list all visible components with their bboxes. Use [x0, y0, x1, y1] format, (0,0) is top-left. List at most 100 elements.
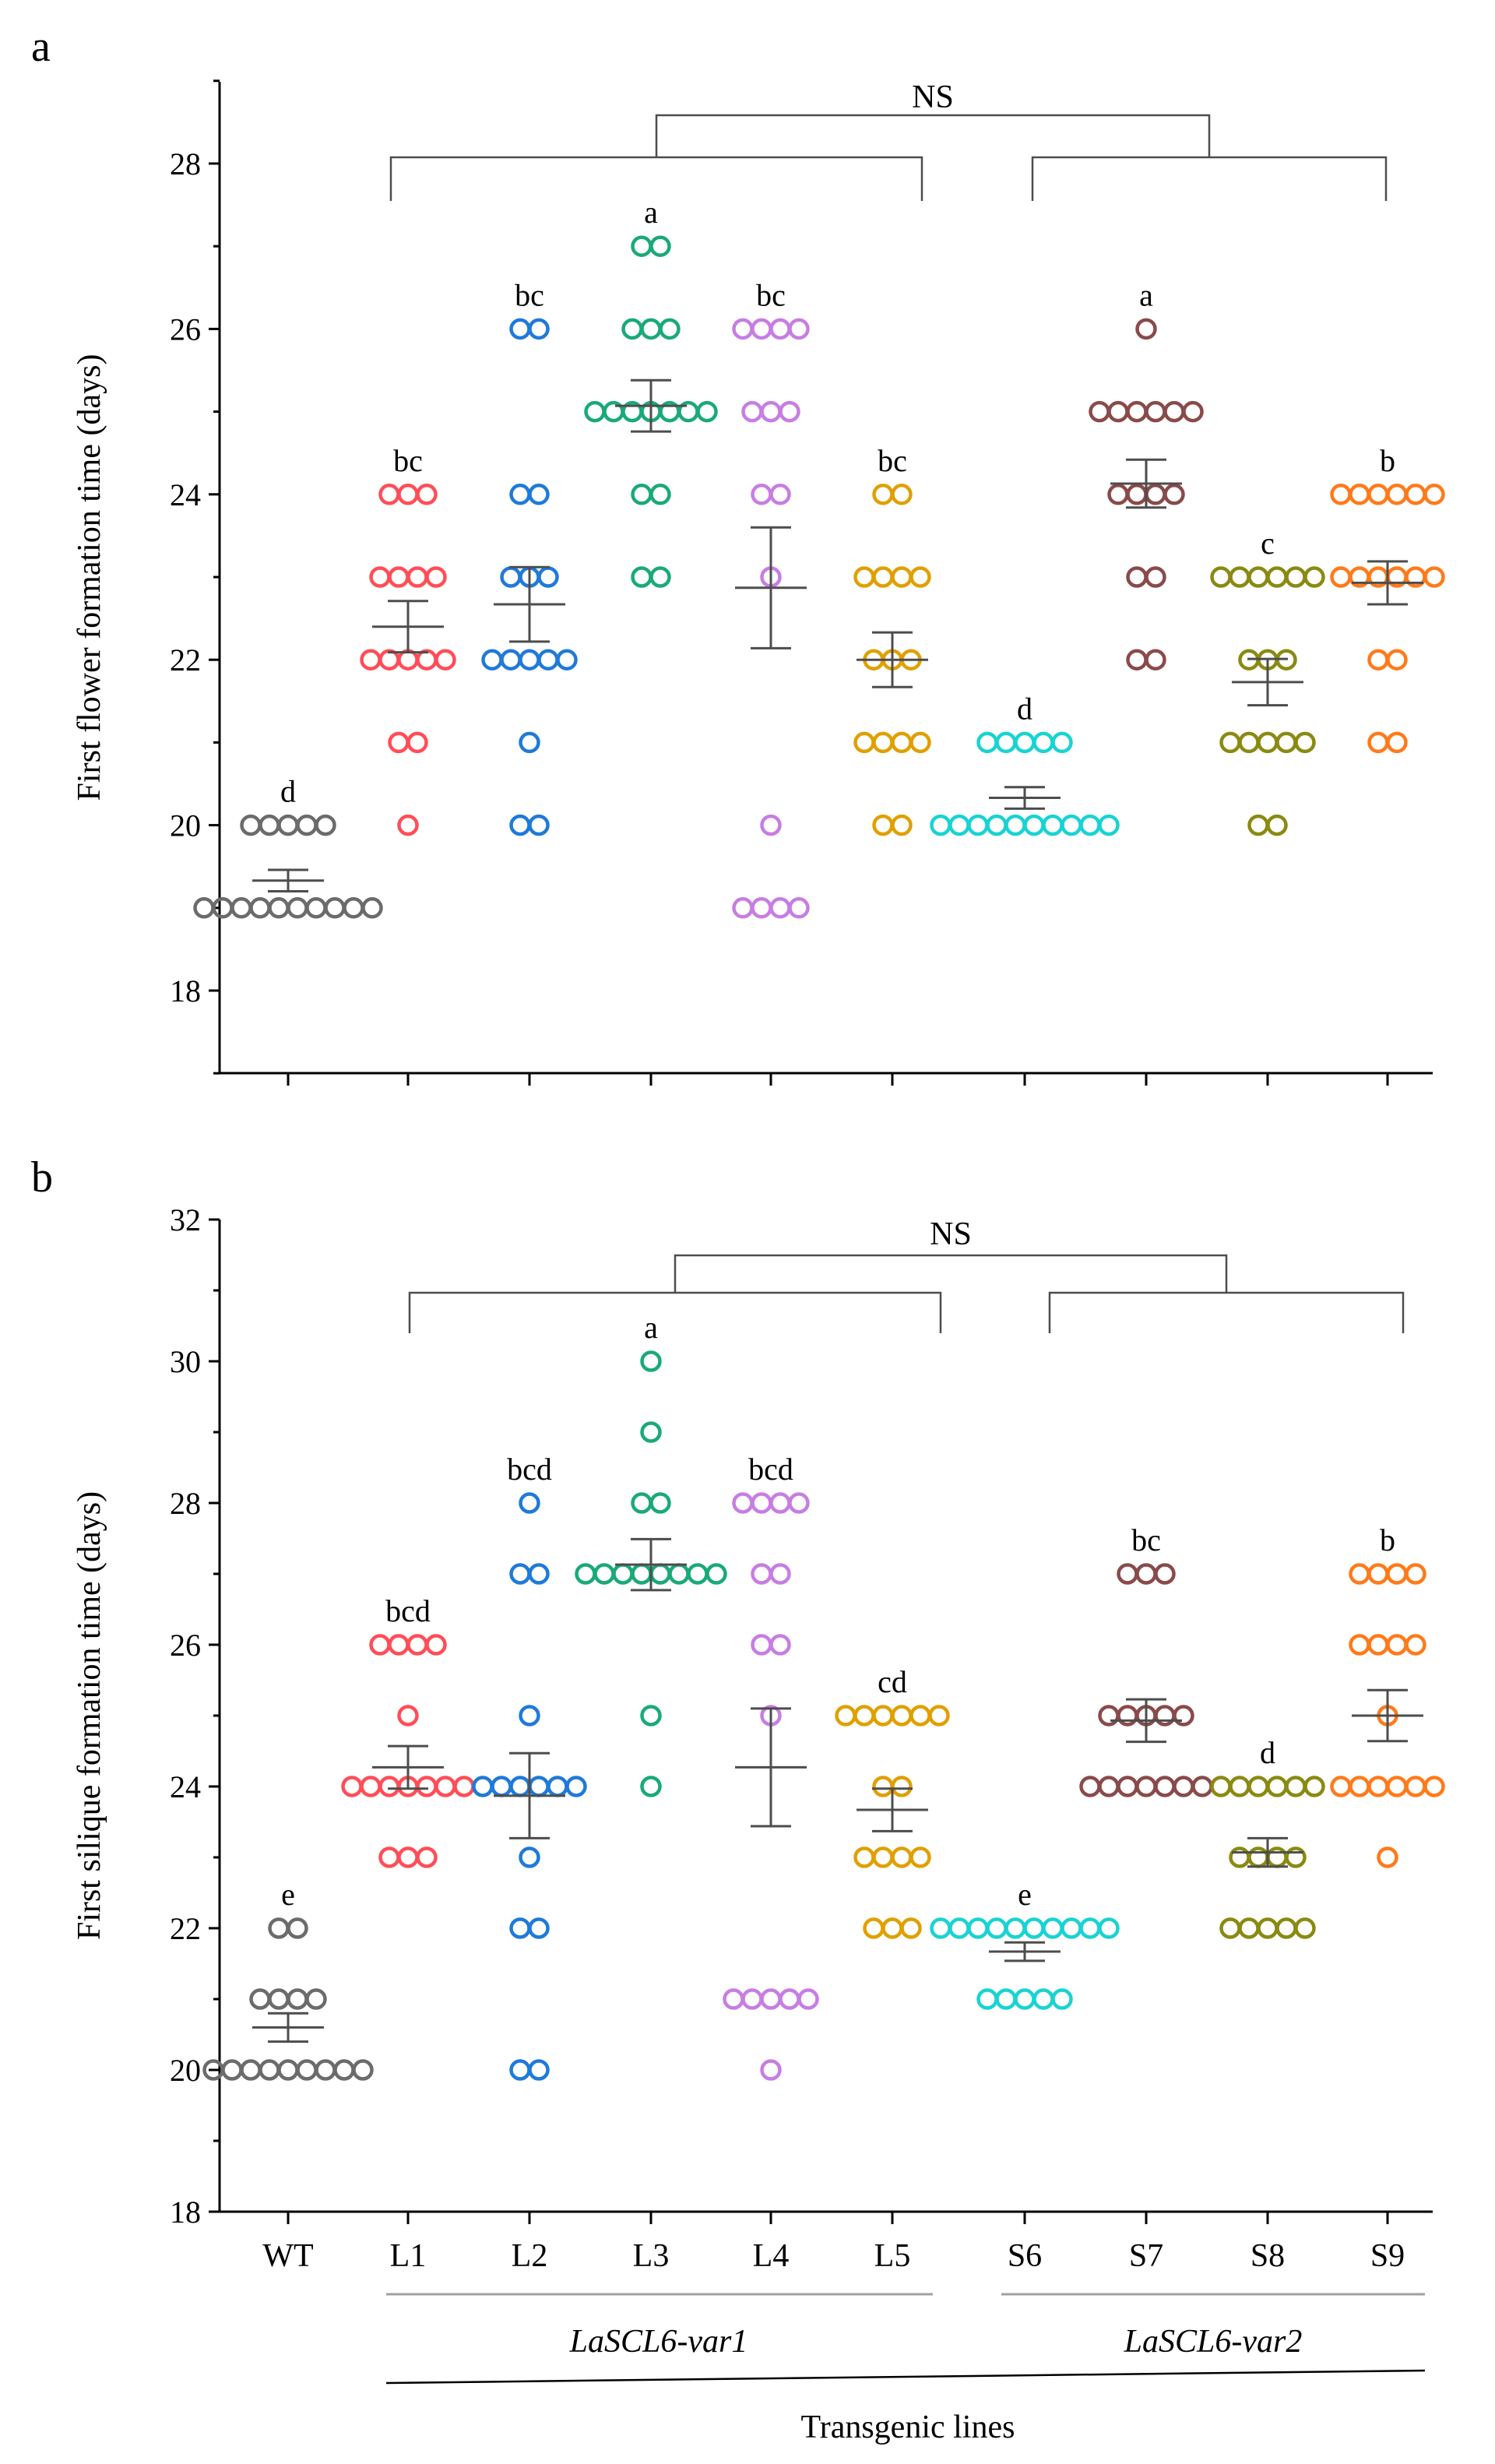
- data-point: [268, 1917, 290, 1939]
- data-point: [891, 1776, 913, 1797]
- y-tick-label: 20: [170, 808, 201, 843]
- data-point: [872, 484, 894, 505]
- data-point: [1229, 1776, 1251, 1797]
- significance-letter: bc: [756, 277, 786, 312]
- data-point: [930, 814, 952, 836]
- data-point: [1051, 731, 1073, 754]
- data-point: [324, 897, 346, 919]
- data-point: [640, 1705, 662, 1727]
- data-point: [891, 814, 913, 836]
- data-point: [378, 1776, 400, 1797]
- data-point: [1126, 566, 1148, 588]
- data-point: [1117, 1563, 1138, 1585]
- y-tick-label: 28: [170, 1486, 201, 1521]
- data-point: [509, 814, 531, 836]
- data-point: [240, 2059, 262, 2081]
- data-point: [1098, 814, 1120, 836]
- significance-letter: bc: [393, 443, 423, 478]
- data-point: [631, 566, 653, 588]
- data-point: [631, 1492, 653, 1514]
- data-point: [287, 1917, 308, 1939]
- transgenic-underline: [385, 2369, 1426, 2385]
- data-point: [519, 1492, 540, 1514]
- data-point: [397, 814, 419, 836]
- series-L2: bcd: [472, 1452, 587, 2081]
- data-point: [967, 814, 989, 836]
- data-point: [900, 1917, 922, 1939]
- data-point: [649, 1492, 671, 1514]
- data-point: [986, 814, 1008, 836]
- data-point: [1367, 649, 1389, 671]
- x-tick-label: WT: [262, 2238, 313, 2274]
- data-point: [788, 1492, 810, 1514]
- data-point: [343, 897, 364, 919]
- data-point: [891, 484, 913, 505]
- data-point: [1294, 1917, 1316, 1939]
- series-S7: a: [1089, 277, 1204, 671]
- bracket-top: [655, 114, 1211, 157]
- data-point: [1247, 1846, 1269, 1868]
- data-point: [1330, 484, 1352, 505]
- data-point: [1266, 814, 1288, 836]
- y-tick-label: 24: [170, 1769, 201, 1804]
- data-point: [872, 1776, 894, 1797]
- data-point: [1275, 1917, 1297, 1939]
- data-point: [751, 318, 772, 340]
- series-L3: a: [584, 195, 718, 588]
- data-point: [1210, 566, 1232, 588]
- data-point: [891, 1705, 913, 1727]
- data-point: [519, 731, 540, 754]
- y-axis-label: First flower formation time (days): [72, 354, 107, 801]
- data-point: [986, 1917, 1008, 1939]
- y-tick-label: 20: [170, 2053, 201, 2088]
- x-tick-label: S9: [1370, 2238, 1405, 2274]
- data-point: [741, 400, 763, 423]
- data-point: [872, 1846, 894, 1868]
- series-S6: d: [930, 691, 1120, 836]
- data-point: [509, 1563, 531, 1585]
- data-point: [406, 566, 428, 588]
- panel-a: a 18 20 22 24 26 28 First flower formation time…: [31, 23, 1445, 1086]
- data-point: [416, 649, 438, 671]
- data-point: [853, 1846, 875, 1868]
- data-point: [948, 814, 970, 836]
- series-S8: d: [1210, 1735, 1325, 1939]
- data-point: [1266, 1846, 1288, 1868]
- data-point: [1377, 1846, 1398, 1868]
- y-tick-label: 28: [170, 146, 201, 181]
- series-S8: c: [1210, 526, 1325, 836]
- data-point: [528, 1563, 550, 1585]
- data-point: [1117, 1705, 1138, 1727]
- data-point: [1051, 1988, 1073, 2010]
- series-L5: cd: [835, 1664, 950, 1939]
- data-point: [1219, 731, 1241, 754]
- x-tick-label: L1: [390, 2238, 427, 2274]
- data-point: [909, 566, 931, 588]
- data-point: [835, 1705, 857, 1727]
- data-point: [434, 649, 456, 671]
- series-WT: d: [193, 774, 383, 919]
- data-point: [193, 897, 215, 919]
- series-L3: a: [575, 1310, 727, 1797]
- significance-letter: bcd: [748, 1452, 793, 1487]
- group-var1-label: LaSCL6-var1: [569, 2324, 748, 2360]
- data-point: [1349, 484, 1370, 505]
- data-point: [1004, 814, 1026, 836]
- data-point: [909, 731, 931, 754]
- significance-letter: bc: [878, 443, 907, 478]
- data-point: [760, 2059, 782, 2081]
- data-point: [369, 566, 391, 588]
- panel-label: a: [31, 23, 51, 71]
- data-point: [1238, 1917, 1260, 1939]
- data-point: [1266, 1776, 1288, 1797]
- data-point: [732, 318, 754, 340]
- data-point: [1042, 814, 1064, 836]
- data-point: [1145, 484, 1166, 505]
- data-point: [1079, 1776, 1101, 1797]
- data-point: [378, 1846, 400, 1868]
- data-point: [1367, 484, 1389, 505]
- data-point: [1173, 1705, 1194, 1727]
- data-point: [1367, 731, 1389, 754]
- series-S9: b: [1330, 443, 1445, 754]
- data-point: [732, 897, 754, 919]
